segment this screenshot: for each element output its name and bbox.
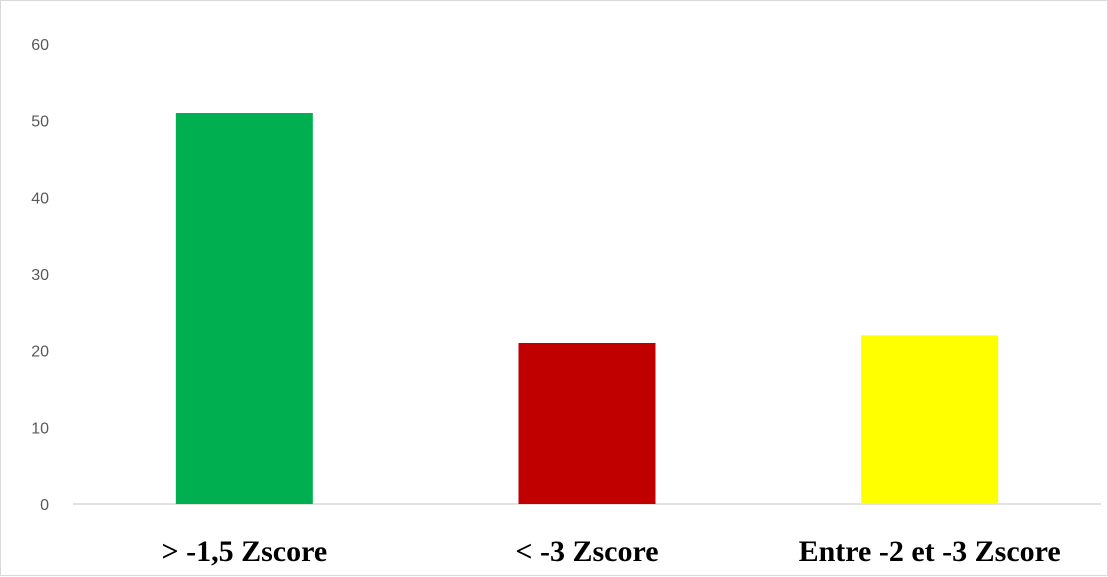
y-tick-label: 20 — [31, 344, 49, 361]
x-tick-label: Entre -2 et -3 Zscore — [799, 535, 1061, 568]
y-tick-label: 30 — [31, 267, 49, 284]
bar — [861, 335, 999, 504]
x-tick-label: > -1,5 Zscore — [161, 535, 327, 568]
bar — [175, 113, 313, 504]
y-tick-label: 60 — [31, 37, 49, 54]
y-tick-label: 10 — [31, 420, 49, 437]
x-tick-label: < -3 Zscore — [515, 535, 658, 568]
y-tick-label: 0 — [40, 497, 49, 514]
y-tick-label: 40 — [31, 190, 49, 207]
y-tick-label: 50 — [31, 114, 49, 131]
bar — [518, 343, 656, 504]
